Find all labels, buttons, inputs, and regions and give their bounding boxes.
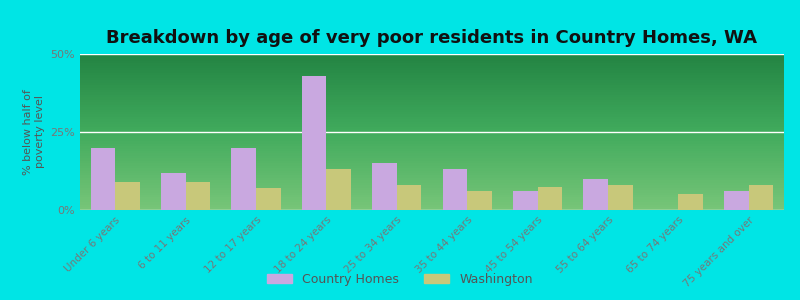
Bar bbox=[442, 169, 467, 210]
Bar bbox=[583, 179, 608, 210]
Bar bbox=[90, 148, 115, 210]
Bar bbox=[467, 191, 492, 210]
Y-axis label: % below half of
poverty level: % below half of poverty level bbox=[23, 89, 45, 175]
Bar bbox=[397, 185, 422, 210]
Bar bbox=[513, 191, 538, 210]
Bar bbox=[231, 148, 256, 210]
Bar bbox=[186, 182, 210, 210]
Title: Breakdown by age of very poor residents in Country Homes, WA: Breakdown by age of very poor residents … bbox=[106, 29, 758, 47]
Bar bbox=[326, 169, 351, 210]
Bar bbox=[749, 185, 774, 210]
Legend: Country Homes, Washington: Country Homes, Washington bbox=[262, 268, 538, 291]
Bar bbox=[115, 182, 140, 210]
Bar bbox=[302, 76, 326, 210]
Bar bbox=[538, 187, 562, 210]
Bar bbox=[256, 188, 281, 210]
Bar bbox=[724, 191, 749, 210]
Bar bbox=[608, 185, 633, 210]
Bar bbox=[678, 194, 703, 210]
Bar bbox=[372, 163, 397, 210]
Bar bbox=[161, 172, 186, 210]
